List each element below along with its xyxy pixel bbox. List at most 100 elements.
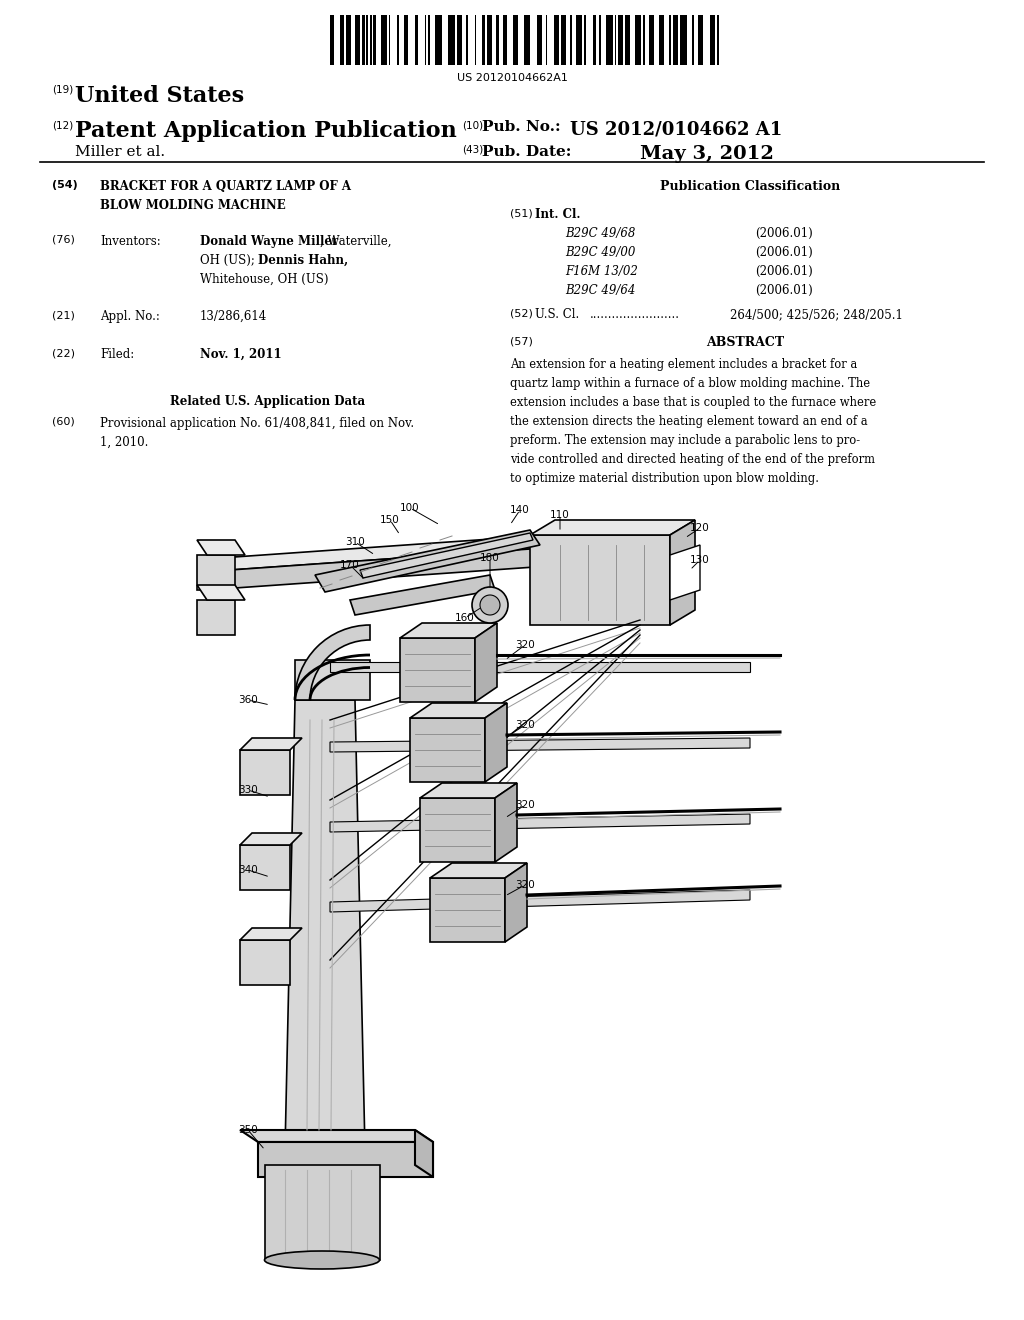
Text: Miller et al.: Miller et al. [75,145,165,158]
Bar [554,15,559,65]
Text: Related U.S. Application Data: Related U.S. Application Data [170,395,366,408]
Text: 320: 320 [515,719,535,730]
Text: preform. The extension may include a parabolic lens to pro-: preform. The extension may include a par… [510,434,860,447]
Polygon shape [265,1166,380,1261]
Text: An extension for a heating element includes a bracket for a: An extension for a heating element inclu… [510,358,857,371]
Text: 1, 2010.: 1, 2010. [100,436,148,449]
Bar [389,15,390,65]
Text: 320: 320 [515,640,535,649]
Text: Nov. 1, 2011: Nov. 1, 2011 [200,348,282,360]
Text: BLOW MOLDING MACHINE: BLOW MOLDING MACHINE [100,199,286,213]
Bar [466,15,468,65]
Bar [635,15,641,65]
Text: (52): (52) [510,308,532,318]
Text: (12): (12) [52,120,74,129]
Polygon shape [240,750,290,795]
Text: F16M 13/02: F16M 13/02 [565,265,638,279]
Polygon shape [350,576,495,615]
Polygon shape [430,878,505,942]
Bar [698,15,703,65]
Polygon shape [495,783,517,862]
Text: , Waterville,: , Waterville, [319,235,391,248]
Text: (2006.01): (2006.01) [755,265,813,279]
Bar [599,15,601,65]
Polygon shape [240,833,302,845]
Text: (21): (21) [52,310,75,319]
Bar [561,15,566,65]
Polygon shape [295,660,370,700]
Text: U.S. Cl.: U.S. Cl. [535,308,580,321]
Text: 310: 310 [345,537,365,546]
Circle shape [472,587,508,623]
Polygon shape [330,890,750,912]
Text: vide controlled and directed heating of the end of the preform: vide controlled and directed heating of … [510,453,874,466]
Text: ........................: ........................ [590,308,680,321]
Bar [366,15,369,65]
Text: extension includes a base that is coupled to the furnace where: extension includes a base that is couple… [510,396,877,409]
Text: (2006.01): (2006.01) [755,246,813,259]
Polygon shape [197,540,245,554]
Text: 350: 350 [239,1125,258,1135]
Text: Patent Application Publication: Patent Application Publication [75,120,457,143]
Bar [458,15,463,65]
Text: Whitehouse, OH (US): Whitehouse, OH (US) [200,273,329,286]
Bar [481,15,485,65]
Polygon shape [415,1130,433,1177]
Text: 340: 340 [239,865,258,875]
Polygon shape [315,531,540,591]
Text: B29C 49/68: B29C 49/68 [565,227,635,240]
Text: Provisional application No. 61/408,841, filed on Nov.: Provisional application No. 61/408,841, … [100,417,414,430]
Bar [475,15,476,65]
Bar [381,15,387,65]
Polygon shape [475,623,497,702]
Polygon shape [220,531,630,570]
Text: (43): (43) [462,145,483,154]
Bar [643,15,645,65]
Polygon shape [330,738,750,752]
Bar [710,15,715,65]
Polygon shape [330,663,750,672]
Polygon shape [420,783,517,799]
Text: (2006.01): (2006.01) [755,284,813,297]
Text: Pub. No.:: Pub. No.: [482,120,560,135]
Text: US 20120104662A1: US 20120104662A1 [457,73,567,83]
Bar [346,15,351,65]
Polygon shape [230,543,635,587]
Polygon shape [670,545,700,601]
Text: 360: 360 [239,696,258,705]
Text: Appl. No.:: Appl. No.: [100,310,160,323]
Text: Inventors:: Inventors: [100,235,161,248]
Bar [371,15,372,65]
Polygon shape [410,704,507,718]
Text: to optimize material distribution upon blow molding.: to optimize material distribution upon b… [510,473,819,484]
Text: the extension directs the heating element toward an end of a: the extension directs the heating elemen… [510,414,867,428]
Text: (60): (60) [52,417,75,426]
Ellipse shape [264,1251,380,1269]
Bar [648,15,653,65]
Text: 320: 320 [515,880,535,890]
Polygon shape [240,845,290,890]
Bar [496,15,500,65]
Text: 140: 140 [510,506,529,515]
Text: BRACKET FOR A QUARTZ LAMP OF A: BRACKET FOR A QUARTZ LAMP OF A [100,180,351,193]
Polygon shape [505,863,527,942]
Polygon shape [400,638,475,702]
Bar [692,15,694,65]
Wedge shape [295,624,370,700]
Polygon shape [258,1142,433,1177]
Bar [593,15,596,65]
Text: 320: 320 [515,800,535,810]
Text: (54): (54) [52,180,78,190]
Text: 180: 180 [480,553,500,564]
Polygon shape [240,928,302,940]
Text: (76): (76) [52,235,75,246]
Text: 330: 330 [239,785,258,795]
Polygon shape [240,940,290,985]
Bar [617,15,623,65]
Bar [523,15,530,65]
Text: (2006.01): (2006.01) [755,227,813,240]
Bar [486,15,492,65]
Bar [537,15,542,65]
Polygon shape [430,863,527,878]
Text: Pub. Date:: Pub. Date: [482,145,571,158]
